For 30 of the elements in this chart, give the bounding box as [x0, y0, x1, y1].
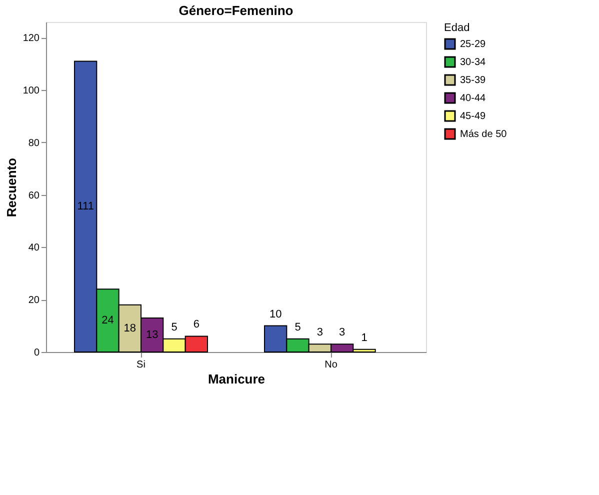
y-tick-label: 40: [28, 242, 40, 254]
data-label: 24: [102, 314, 114, 327]
y-tick-label: 100: [22, 86, 40, 97]
y-tick-label: 120: [22, 33, 40, 44]
y-tick-label: 20: [28, 295, 40, 306]
legend-title: Edad: [444, 22, 470, 34]
x-axis-title: Manicure: [208, 372, 266, 386]
data-label: 13: [146, 328, 158, 341]
legend-label: 30-34: [460, 57, 486, 68]
chart-title: Género=Femenino: [178, 3, 294, 18]
legend-label: 40-44: [460, 93, 486, 104]
legend-label: 25-29: [460, 39, 486, 50]
x-tick-label: No: [324, 360, 338, 370]
y-tick-label: 60: [28, 190, 40, 202]
data-label: 3: [316, 326, 323, 339]
y-tick-label: 0: [34, 348, 40, 358]
y-axis-title: Recuento: [4, 158, 19, 218]
data-label: 111: [77, 200, 94, 213]
legend-label: 45-49: [460, 111, 486, 122]
data-label: 18: [124, 322, 136, 334]
data-label: 5: [171, 321, 178, 334]
legend-label: Más de 50: [460, 129, 508, 140]
x-tick-label: Si: [136, 360, 146, 370]
y-tick-label: 80: [28, 138, 40, 149]
data-label: 5: [294, 321, 301, 334]
legend-label: 35-39: [460, 75, 486, 86]
data-label: 10: [269, 308, 282, 320]
data-label: 1: [361, 332, 368, 344]
data-label: 3: [339, 326, 346, 339]
data-label: 6: [193, 318, 200, 331]
